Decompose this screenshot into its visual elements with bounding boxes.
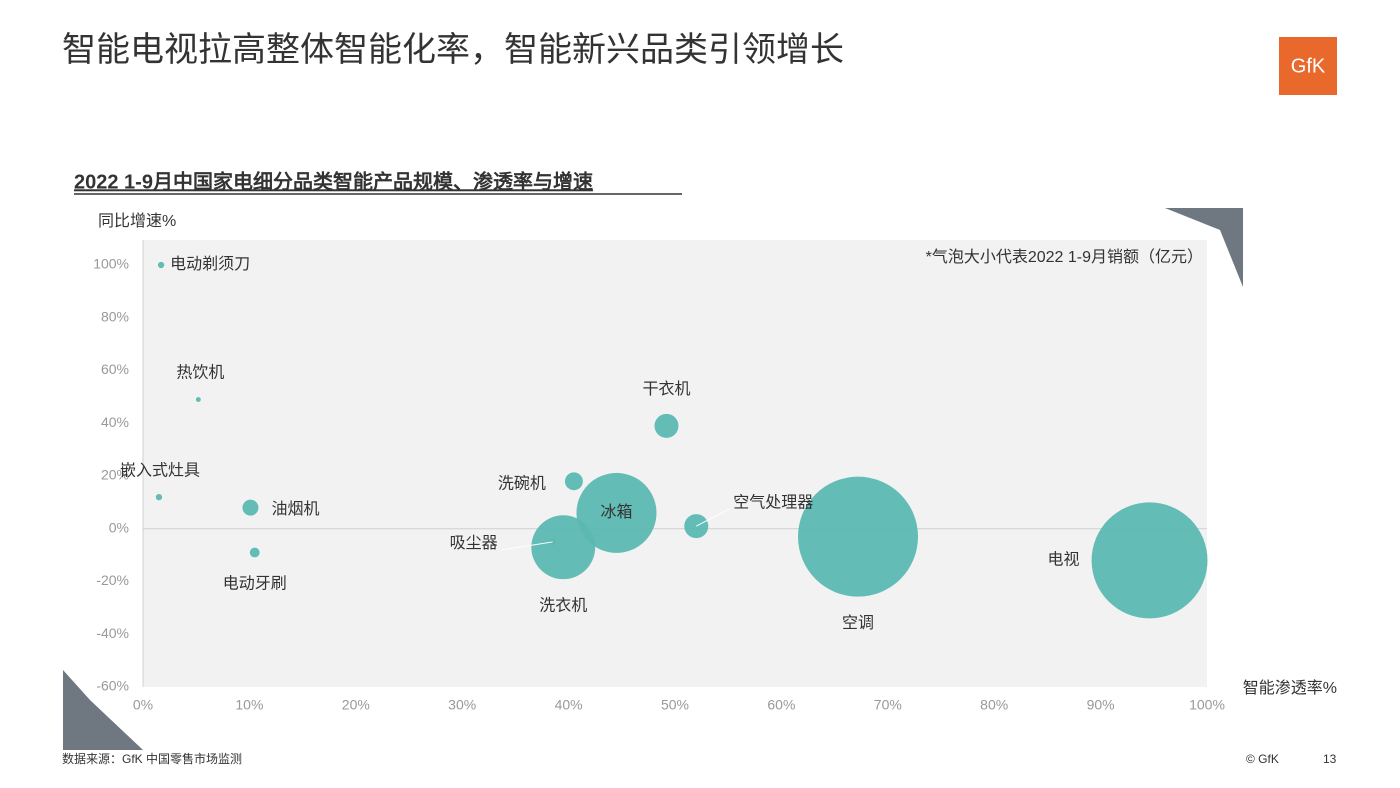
bubble bbox=[798, 476, 919, 597]
bubble bbox=[249, 547, 260, 558]
y-tick-label: 100% bbox=[93, 256, 129, 272]
x-tick-label: 10% bbox=[235, 697, 263, 713]
slide-title: 智能电视拉高整体智能化率，智能新兴品类引领增长 bbox=[62, 31, 844, 69]
x-axis-label: 智能渗透率% bbox=[1243, 679, 1337, 697]
point-label: 嵌入式灶具 bbox=[120, 461, 200, 479]
x-tick-label: 0% bbox=[133, 697, 153, 713]
point-label: 油烟机 bbox=[271, 500, 319, 518]
bubble bbox=[654, 413, 679, 438]
y-tick-label: -40% bbox=[96, 625, 129, 641]
point-label: 冰箱 bbox=[600, 503, 632, 521]
x-tick-label: 50% bbox=[661, 697, 689, 713]
note: *气泡大小代表2022 1-9月销额（亿元） bbox=[926, 248, 1203, 266]
bubble bbox=[242, 499, 259, 516]
bubble bbox=[564, 472, 583, 491]
logo: GfK bbox=[1291, 55, 1326, 77]
y-tick-label: -20% bbox=[96, 572, 129, 588]
bubble bbox=[531, 515, 596, 580]
x-tick-label: 30% bbox=[448, 697, 476, 713]
corner-deco bbox=[63, 670, 143, 750]
bubble bbox=[576, 472, 657, 553]
point-label: 吸尘器 bbox=[450, 534, 498, 552]
source: 数据来源：GfK 中国零售市场监测 bbox=[62, 751, 242, 766]
y-tick-label: 0% bbox=[109, 519, 129, 535]
x-tick-label: 100% bbox=[1189, 697, 1225, 713]
corner-deco bbox=[1165, 208, 1243, 287]
y-axis-label: 同比增速% bbox=[98, 212, 176, 230]
point-label: 洗衣机 bbox=[539, 596, 587, 614]
point-label: 洗碗机 bbox=[498, 474, 546, 492]
x-tick-label: 20% bbox=[342, 697, 370, 713]
point-label: 电视 bbox=[1048, 551, 1080, 569]
x-tick-label: 40% bbox=[555, 697, 583, 713]
x-tick-label: 90% bbox=[1087, 697, 1115, 713]
x-tick-label: 60% bbox=[767, 697, 795, 713]
y-tick-label: 20% bbox=[101, 467, 129, 483]
y-tick-label: -60% bbox=[96, 678, 129, 694]
y-tick-label: 60% bbox=[101, 361, 129, 377]
y-tick-label: 40% bbox=[101, 414, 129, 430]
x-tick-label: 80% bbox=[980, 697, 1008, 713]
logo-box bbox=[1279, 37, 1337, 95]
leader-line bbox=[501, 541, 553, 551]
point-label: 电动牙刷 bbox=[223, 575, 287, 593]
point-label: 热饮机 bbox=[176, 364, 224, 382]
copyright: © GfK bbox=[1246, 752, 1279, 766]
plot-area bbox=[143, 240, 1207, 687]
bubble bbox=[157, 261, 165, 269]
x-tick-label: 70% bbox=[874, 697, 902, 713]
point-label: 空调 bbox=[842, 614, 874, 632]
point-label: 空气处理器 bbox=[733, 493, 813, 511]
point-label: 干衣机 bbox=[642, 380, 690, 398]
bubble bbox=[195, 397, 201, 402]
y-tick-label: 80% bbox=[101, 308, 129, 324]
leader-line bbox=[696, 508, 730, 527]
page-number: 13 bbox=[1323, 752, 1337, 766]
bubble bbox=[1091, 502, 1208, 619]
point-label: 电动剃须刀 bbox=[170, 255, 250, 273]
chart-title: 2022 1-9月中国家电细分品类智能产品规模、渗透率与增速 bbox=[74, 169, 593, 193]
bubble bbox=[155, 493, 163, 501]
